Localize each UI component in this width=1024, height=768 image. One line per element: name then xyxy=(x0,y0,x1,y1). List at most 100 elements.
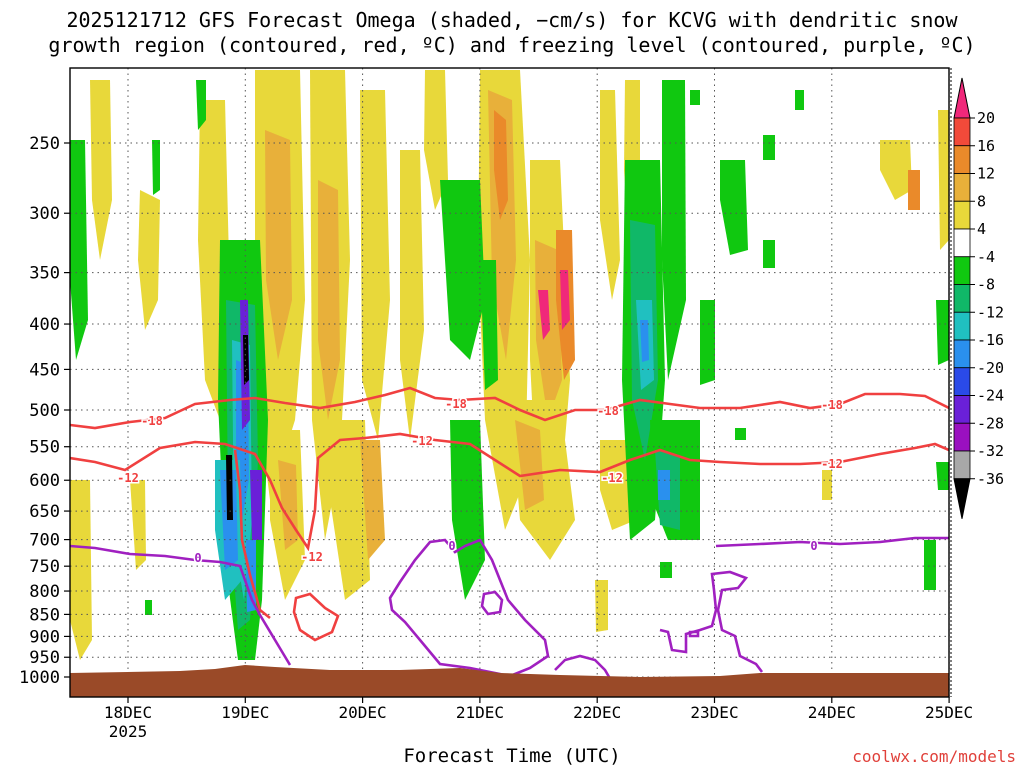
x-tick-label: 25DEC xyxy=(925,703,973,722)
colorbar-label: -24 xyxy=(977,387,1004,405)
y-tick-label: 1000 xyxy=(19,668,60,688)
dgz-contour-minus12 xyxy=(292,592,340,642)
omega-blob xyxy=(330,420,370,600)
chart-title-line1: 2025121712 GFS Forecast Omega (shaded, −… xyxy=(66,8,958,32)
omega-blob xyxy=(795,90,804,110)
omega-blob xyxy=(226,455,233,520)
colorbar-swatch xyxy=(953,256,971,285)
omega-blob xyxy=(538,290,550,340)
omega-blob xyxy=(822,470,832,500)
contour-label: 0 xyxy=(448,539,455,553)
omega-blob xyxy=(662,80,686,380)
x-tick-label: 18DEC xyxy=(104,703,152,722)
contour-labels: -18 -12 -18 -12 -18 -12 -18 -12 -12 0 0 0 xyxy=(116,396,845,567)
contour-label: -18 xyxy=(445,397,467,411)
omega-blob xyxy=(763,135,775,160)
y-axis: 2503003504004505005506006507007508008509… xyxy=(19,134,70,688)
colorbar-swatch xyxy=(953,284,971,313)
omega-blob xyxy=(936,462,949,490)
omega-blob xyxy=(640,320,649,362)
omega-blob xyxy=(735,428,746,440)
freezing-level-contour-0 xyxy=(480,590,504,616)
omega-blob xyxy=(196,80,206,130)
x-tick-label: 23DEC xyxy=(690,703,738,722)
y-tick-label: 300 xyxy=(29,204,60,224)
omega-blob xyxy=(450,420,485,600)
dgz-contour-minus18 xyxy=(70,386,949,430)
colorbar-label: -12 xyxy=(977,303,1004,321)
dgz-contour-minus12 xyxy=(233,449,271,620)
omega-blob xyxy=(424,70,448,210)
colorbar-bottom-arrow xyxy=(953,478,971,519)
omega-blob xyxy=(494,110,508,220)
colorbar-swatch xyxy=(953,450,971,480)
colorbar-swatch xyxy=(953,117,971,147)
omega-blob xyxy=(560,270,570,330)
omega-blob xyxy=(763,240,775,268)
contour-label: 0 xyxy=(810,539,817,553)
omega-blob xyxy=(90,80,112,260)
colorbar-swatch xyxy=(953,367,971,396)
x-tick-year-label: 2025 xyxy=(109,722,148,741)
y-tick-label: 250 xyxy=(29,134,60,154)
contour-label: 0 xyxy=(194,551,201,565)
x-tick-label: 21DEC xyxy=(456,703,504,722)
x-axis-title: Forecast Time (UTC) xyxy=(403,745,621,767)
omega-blob xyxy=(360,440,385,560)
y-tick-label: 750 xyxy=(29,557,60,577)
y-tick-label: 850 xyxy=(29,605,60,625)
colorbar-top-arrow xyxy=(953,77,971,119)
terrain-surface xyxy=(70,665,949,697)
x-tick-label: 20DEC xyxy=(339,703,387,722)
colorbar-label: 8 xyxy=(977,192,986,210)
omega-blob xyxy=(700,300,715,385)
x-tick-label: 22DEC xyxy=(573,703,621,722)
y-tick-label: 450 xyxy=(29,360,60,380)
colorbar-label: 4 xyxy=(977,220,986,238)
colorbar-label: -16 xyxy=(977,331,1004,349)
freezing-level-contour-0 xyxy=(688,630,700,638)
colorbar-swatch xyxy=(953,200,971,230)
colorbar-label: 16 xyxy=(977,137,995,155)
omega-blob xyxy=(908,170,920,210)
omega-blob xyxy=(265,130,292,360)
colorbar-swatch xyxy=(953,145,971,174)
contour-label: -18 xyxy=(821,398,843,412)
omega-blob xyxy=(70,480,92,660)
colorbar-swatch xyxy=(953,173,971,202)
colorbar-swatch xyxy=(953,422,971,452)
omega-blob xyxy=(595,580,608,632)
omega-blob xyxy=(938,110,949,250)
freezing-level-contour-0 xyxy=(388,538,550,678)
omega-blob xyxy=(400,150,424,440)
y-tick-label: 900 xyxy=(29,627,60,647)
omega-blob xyxy=(936,300,949,365)
contour-label: -12 xyxy=(117,471,139,485)
chart-contours xyxy=(70,386,949,683)
omega-blob xyxy=(690,90,700,105)
y-tick-label: 650 xyxy=(29,502,60,522)
contour-label: -12 xyxy=(601,471,623,485)
colorbar-swatch xyxy=(953,339,971,369)
omega-blob xyxy=(138,190,160,330)
y-tick-label: 600 xyxy=(29,471,60,491)
y-tick-label: 400 xyxy=(29,315,60,335)
colorbar-label: 12 xyxy=(977,165,995,183)
dgz-contour-minus12 xyxy=(70,432,949,552)
omega-blob xyxy=(600,90,620,300)
omega-blob xyxy=(360,90,390,440)
omega-blob xyxy=(152,140,160,195)
omega-blob xyxy=(880,140,912,200)
omega-blob xyxy=(658,470,670,500)
freezing-level-contour-0 xyxy=(70,544,292,666)
contour-label: -18 xyxy=(597,404,619,418)
y-tick-label: 950 xyxy=(29,648,60,668)
omega-blob xyxy=(145,600,152,615)
colorbar-swatch xyxy=(953,311,971,341)
omega-shading xyxy=(70,70,949,660)
colorbar: 20 16 12 8 4 -4 -8 -12 -16 -20 -24 -28 -32 -36 xyxy=(953,77,1004,519)
freezing-level-contour-0 xyxy=(554,654,614,683)
omega-blob xyxy=(515,420,544,510)
omega-blob xyxy=(318,180,340,420)
